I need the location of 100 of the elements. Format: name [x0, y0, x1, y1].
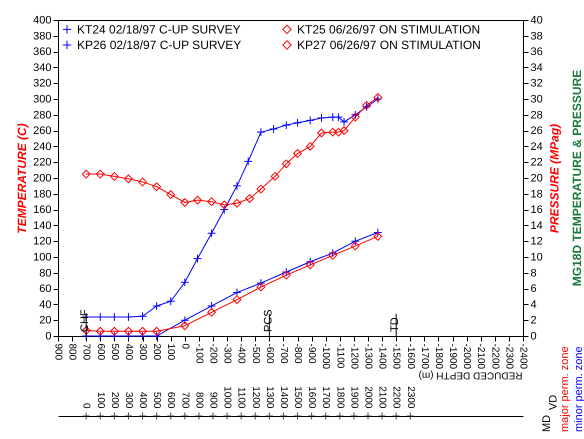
x-tick-label: -1900	[447, 344, 458, 370]
y-tick-label: 320	[33, 78, 52, 90]
x-tick-label: -1700	[418, 344, 430, 370]
y2-tick-label: 30	[530, 94, 543, 106]
x2-tick-label: 2000	[362, 386, 374, 409]
y2-tick-label: 14	[530, 220, 543, 232]
x2-tick-label: 1100	[236, 386, 247, 409]
x2-tick-label: 700	[179, 392, 190, 409]
x-tick-label: -2300	[503, 344, 514, 370]
x-tick-label: -400	[236, 344, 247, 364]
y-tick-label: 220	[33, 156, 52, 169]
x-tick-label: -300	[222, 344, 233, 364]
y-tick-label: 200	[33, 172, 52, 184]
y2-tick-label: 16	[530, 204, 543, 216]
x2-tick-label: 1400	[278, 386, 289, 409]
x-tick-label: -1500	[390, 344, 402, 370]
x2-tick-label: 2100	[376, 386, 388, 409]
y2-tick-label: 4	[530, 298, 537, 311]
y-tick-label: 160	[33, 204, 52, 216]
x2-tick-label: 1800	[334, 386, 346, 409]
x-tick-label: -900	[306, 344, 318, 364]
x2-tick-label: 1300	[264, 386, 275, 409]
x-tick-label: 0	[179, 344, 190, 350]
x2-tick-label: 300	[122, 392, 134, 409]
y2-tick-label: 36	[530, 46, 543, 58]
ref-line-label: TD	[389, 317, 402, 332]
x-tick-label: -200	[208, 344, 218, 364]
x-tick-label: -2200	[489, 344, 500, 370]
x-tick-label: 400	[122, 344, 134, 361]
x2-axis-title: VD	[548, 394, 560, 410]
x2-tick-label: 1500	[292, 386, 304, 409]
legend-label: KP26 02/18/97 C-UP SURVEY	[77, 38, 242, 52]
y-tick-label: 60	[39, 283, 52, 296]
x-axis-title: REDUCED DEPTH (m)	[418, 370, 522, 380]
x-tick-label: 900	[52, 344, 64, 361]
y-tick-label: 340	[33, 62, 52, 74]
y2-tick-label: 20	[530, 172, 543, 184]
y2-tick-label: 10	[530, 252, 543, 264]
x2-tick-label: 0	[80, 402, 92, 409]
y-tick-label: 380	[33, 30, 52, 42]
x-tick-label: -600	[264, 344, 275, 364]
x2-tick-label: 1200	[250, 386, 261, 409]
y2-tick-label: 24	[530, 140, 543, 153]
legend-label: KP27 06/26/97 ON STIMULATION	[297, 38, 481, 52]
text: major perm. zone	[559, 346, 571, 432]
x-tick-label: -700	[278, 344, 289, 364]
x-tick-label: -1200	[348, 344, 360, 370]
ref-line-label: PCS	[262, 309, 274, 332]
y-tick-label: 360	[33, 46, 52, 58]
x2-tick-label: 900	[208, 392, 218, 409]
text: MD	[541, 414, 553, 432]
x-tick-label: 700	[80, 344, 92, 361]
x-tick-label: -1000	[320, 344, 332, 370]
y2-tick-label: 38	[530, 30, 543, 42]
x-tick-label: -1300	[362, 344, 374, 370]
x2-tick-label: 2300	[404, 386, 416, 409]
x2-tick-label: 2200	[390, 386, 402, 409]
y-tick-label: 140	[33, 220, 52, 232]
y2-tick-label: 18	[530, 188, 543, 200]
x2-tick-label: 600	[165, 392, 176, 409]
x-tick-label: -2400	[518, 344, 528, 370]
y-tick-label: 0	[45, 330, 52, 342]
y2-tick-label: 28	[530, 109, 543, 122]
y2-tick-label: 26	[530, 125, 543, 138]
y-tick-label: 120	[33, 236, 52, 248]
y-tick-label: 260	[33, 125, 52, 138]
y2-axis-title: PRESSURE (MPag)	[548, 124, 562, 234]
x-tick-label: -1400	[376, 344, 388, 370]
text: MG18D TEMPERATURE & PRESSURE	[570, 70, 584, 286]
x-tick-label: 800	[66, 344, 78, 361]
x-tick-label: -100	[193, 344, 204, 364]
y2-tick-label: 32	[530, 78, 543, 90]
y-tick-label: 180	[33, 188, 52, 200]
x2-tick-label: 1900	[348, 386, 360, 409]
y2-tick-label: 6	[530, 283, 537, 296]
x-tick-label: 600	[94, 344, 106, 361]
y2-tick-label: 2	[530, 314, 537, 327]
y2-tick-label: 40	[530, 14, 543, 26]
y2-tick-label: 12	[530, 236, 543, 248]
x-tick-label: 100	[165, 344, 176, 361]
x-tick-label: -2000	[461, 344, 472, 370]
y2-tick-label: 34	[530, 62, 543, 74]
x-tick-label: -800	[292, 344, 304, 364]
x2-tick-label: 200	[108, 392, 120, 409]
y-tick-label: 20	[39, 314, 52, 327]
x2-tick-label: 800	[193, 392, 204, 409]
x2-tick-label: 500	[151, 392, 162, 409]
y-tick-label: 240	[33, 140, 52, 153]
x2-tick-label: 1000	[222, 386, 233, 409]
x-tick-label: -500	[250, 344, 261, 364]
y2-tick-label: 22	[530, 156, 543, 169]
x-tick-label: -1600	[404, 344, 416, 370]
x-tick-label: -1800	[432, 344, 444, 370]
x2-tick-label: 100	[94, 392, 106, 409]
y-tick-label: 400	[33, 14, 52, 26]
text: minor perm. zone	[573, 346, 584, 432]
legend-label: KT24 02/18/97 C-UP SURVEY	[77, 22, 241, 36]
x2-tick-label: 1700	[320, 386, 332, 409]
y-tick-label: 80	[39, 267, 52, 280]
x2-tick-label: 400	[137, 392, 148, 409]
